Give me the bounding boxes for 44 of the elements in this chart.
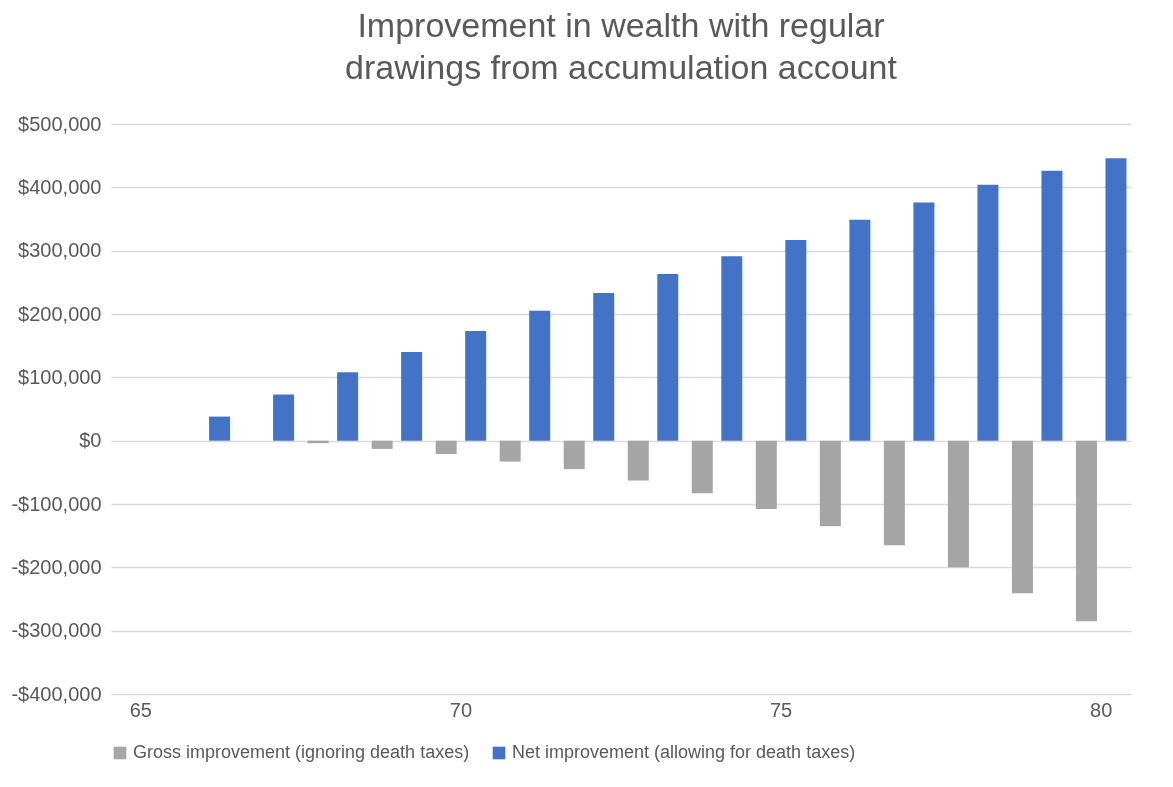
x-tick-label: 75	[769, 698, 793, 721]
bar	[1105, 158, 1127, 441]
bar	[209, 416, 231, 441]
bar	[499, 440, 521, 462]
bar	[435, 440, 457, 454]
bar	[721, 256, 743, 441]
bar	[529, 310, 551, 441]
x-tick-label: 65	[129, 698, 152, 721]
bar	[1041, 170, 1063, 441]
y-tick-label: $400,000	[18, 175, 102, 198]
bar	[977, 184, 999, 441]
bar	[627, 440, 649, 481]
bar	[755, 440, 777, 510]
bar	[465, 331, 487, 441]
bar	[1075, 440, 1097, 622]
bar	[785, 239, 807, 441]
y-tick-label: $500,000	[18, 112, 102, 135]
y-tick-label: -$300,000	[11, 619, 102, 642]
bar	[913, 202, 935, 441]
y-tick-label: $300,000	[18, 239, 102, 262]
bar	[273, 394, 295, 441]
y-tick-label: -$200,000	[11, 555, 102, 578]
y-tick-label: $0	[79, 429, 102, 452]
chart-title: Improvement in wealth with regular drawings from accumulation account	[345, 6, 898, 86]
y-tick-label: $100,000	[18, 365, 102, 388]
bar	[819, 440, 841, 527]
bar	[947, 440, 969, 568]
y-tick-label: $200,000	[18, 302, 102, 325]
bar	[691, 440, 713, 494]
y-tick-label: -$400,000	[11, 682, 102, 705]
legend-label: Gross improvement (ignoring death taxes)	[133, 742, 470, 762]
bar	[337, 372, 359, 441]
y-tick-label: -$100,000	[11, 492, 102, 515]
bar	[401, 352, 423, 441]
bar	[1011, 440, 1033, 594]
bar	[593, 293, 615, 441]
bar	[849, 219, 871, 441]
bar	[371, 440, 393, 449]
bar	[563, 440, 585, 470]
bar	[657, 274, 679, 441]
x-tick-label: 70	[449, 698, 473, 721]
bar	[883, 440, 905, 546]
legend-label: Net improvement (allowing for death taxes)	[512, 742, 856, 762]
x-tick-label: 80	[1090, 698, 1113, 721]
